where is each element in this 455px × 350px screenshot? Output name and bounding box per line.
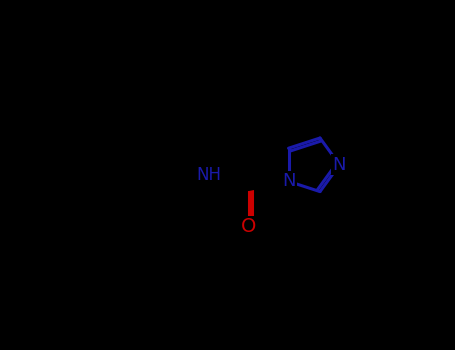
Text: NH: NH [196,166,221,184]
Text: N: N [282,172,295,190]
Text: N: N [333,156,346,174]
Text: O: O [241,217,256,236]
